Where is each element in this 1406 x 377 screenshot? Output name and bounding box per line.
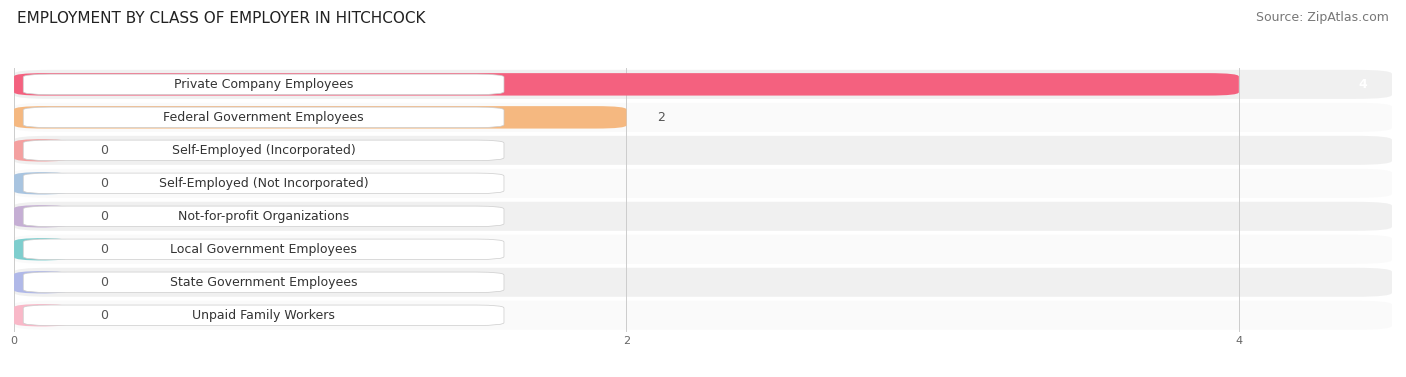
Text: Private Company Employees: Private Company Employees [174, 78, 353, 91]
FancyBboxPatch shape [24, 107, 503, 127]
Text: Federal Government Employees: Federal Government Employees [163, 111, 364, 124]
Text: Self-Employed (Not Incorporated): Self-Employed (Not Incorporated) [159, 177, 368, 190]
FancyBboxPatch shape [14, 271, 69, 294]
FancyBboxPatch shape [14, 103, 1392, 132]
FancyBboxPatch shape [24, 206, 503, 227]
Text: 0: 0 [100, 243, 108, 256]
FancyBboxPatch shape [24, 173, 503, 193]
Text: 0: 0 [100, 276, 108, 289]
FancyBboxPatch shape [24, 140, 503, 161]
Text: 0: 0 [100, 210, 108, 223]
FancyBboxPatch shape [24, 74, 503, 95]
Text: Not-for-profit Organizations: Not-for-profit Organizations [179, 210, 349, 223]
FancyBboxPatch shape [14, 235, 1392, 264]
FancyBboxPatch shape [14, 304, 69, 326]
FancyBboxPatch shape [14, 238, 69, 261]
FancyBboxPatch shape [14, 172, 69, 195]
Text: 2: 2 [657, 111, 665, 124]
Text: 4: 4 [1358, 78, 1368, 91]
Text: Self-Employed (Incorporated): Self-Employed (Incorporated) [172, 144, 356, 157]
Text: 0: 0 [100, 309, 108, 322]
FancyBboxPatch shape [14, 70, 1392, 99]
FancyBboxPatch shape [24, 239, 503, 259]
FancyBboxPatch shape [14, 139, 69, 162]
Text: Local Government Employees: Local Government Employees [170, 243, 357, 256]
Text: Source: ZipAtlas.com: Source: ZipAtlas.com [1256, 11, 1389, 24]
FancyBboxPatch shape [14, 136, 1392, 165]
Text: 0: 0 [100, 144, 108, 157]
FancyBboxPatch shape [14, 106, 627, 129]
Text: State Government Employees: State Government Employees [170, 276, 357, 289]
FancyBboxPatch shape [24, 305, 503, 325]
Text: Unpaid Family Workers: Unpaid Family Workers [193, 309, 335, 322]
FancyBboxPatch shape [14, 205, 69, 228]
FancyBboxPatch shape [14, 301, 1392, 330]
Text: 0: 0 [100, 177, 108, 190]
FancyBboxPatch shape [24, 272, 503, 293]
FancyBboxPatch shape [14, 73, 1239, 96]
FancyBboxPatch shape [14, 169, 1392, 198]
FancyBboxPatch shape [14, 202, 1392, 231]
FancyBboxPatch shape [14, 268, 1392, 297]
Text: EMPLOYMENT BY CLASS OF EMPLOYER IN HITCHCOCK: EMPLOYMENT BY CLASS OF EMPLOYER IN HITCH… [17, 11, 426, 26]
